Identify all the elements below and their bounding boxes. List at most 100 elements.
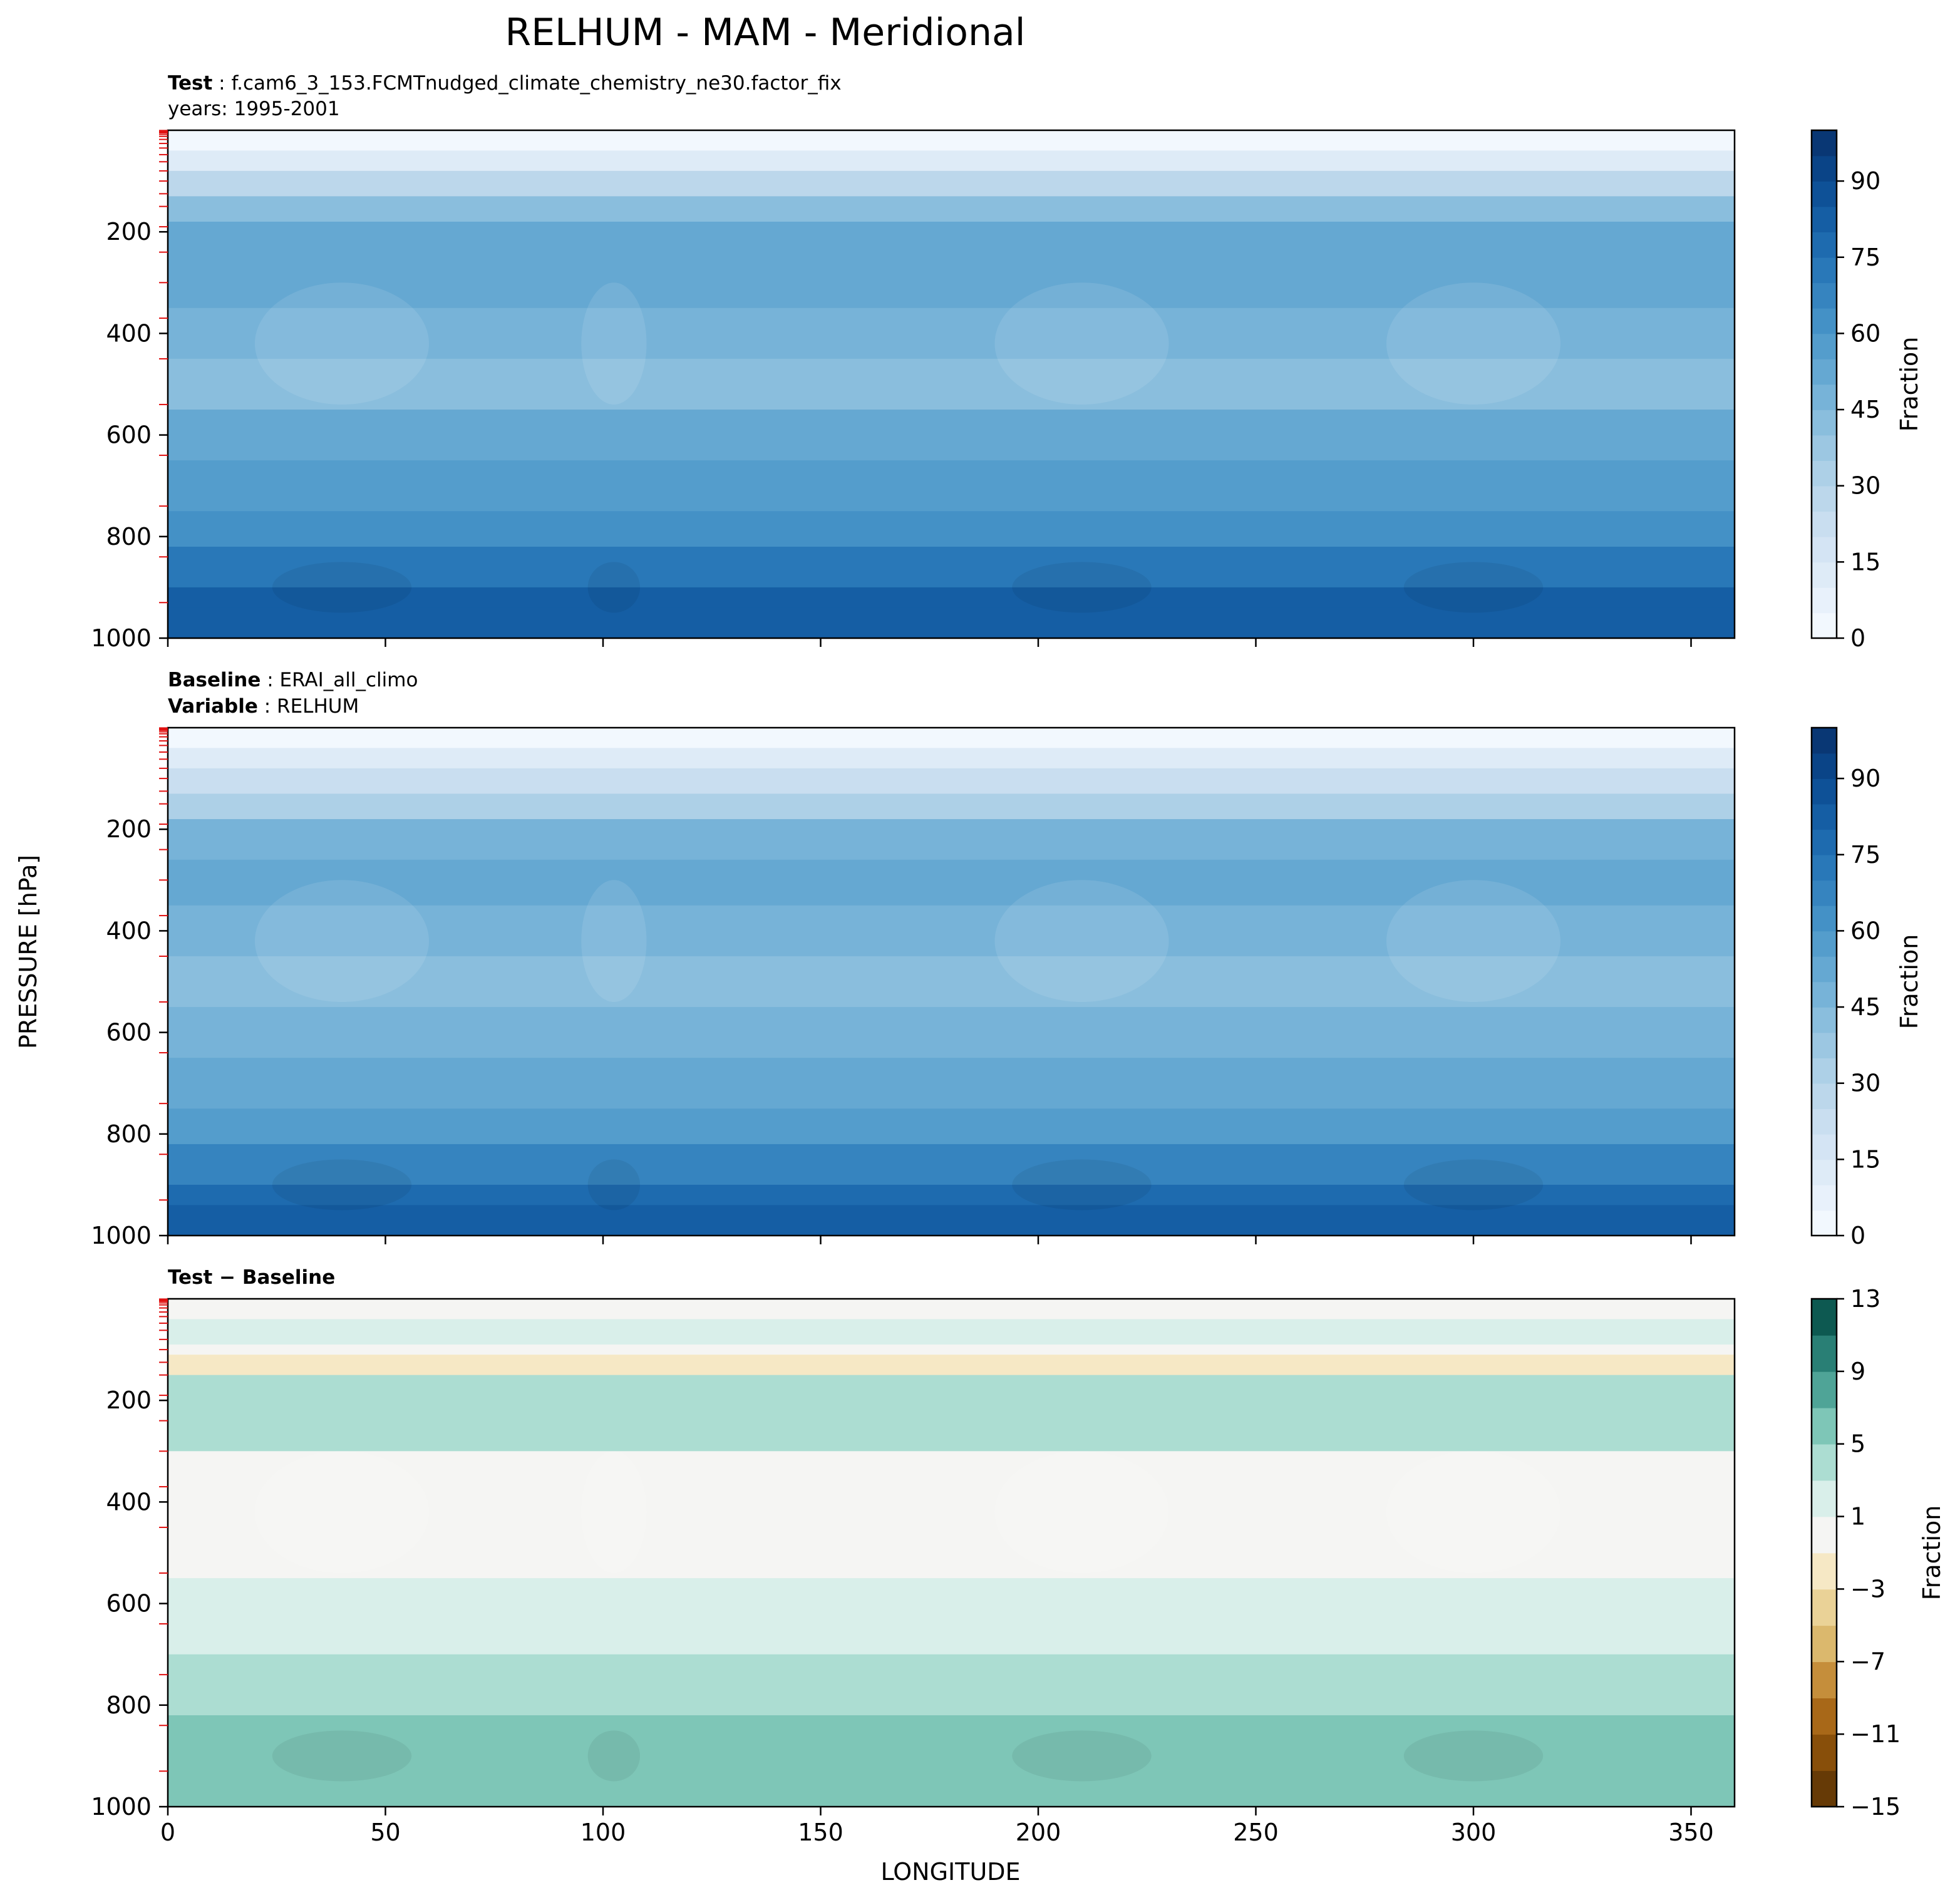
colorbar-level	[1812, 829, 1837, 855]
y-tick-label: 200	[106, 1386, 152, 1414]
colorbar: −15 −11 −7 −3 1 5 9 13 Fraction	[1810, 1285, 1946, 1820]
x-axis-label: LONGITUDE	[880, 1858, 1020, 1886]
contour-band	[168, 547, 1735, 588]
colorbar-level	[1812, 1734, 1837, 1771]
contour-band	[168, 1766, 1735, 1807]
figure-title: RELHUM - MAM - Meridional	[505, 11, 1026, 54]
contour-band	[168, 1205, 1735, 1236]
contour-band	[168, 358, 1735, 411]
variable-header-sep: :	[258, 695, 277, 718]
colorbar-level	[1812, 511, 1837, 537]
colorbar-level	[1812, 956, 1837, 983]
test-header-sep: :	[212, 72, 231, 95]
colorbar-frame	[1810, 1298, 1838, 1808]
panel-difference: 200 400 600 800 1000 0 50 100 150 200 250 300 350 −15…	[91, 1285, 1946, 1846]
colorbar-label: Fraction	[1896, 337, 1923, 432]
colorbar-level	[1812, 1770, 1837, 1807]
contour-band	[168, 410, 1735, 462]
contour-fill	[168, 130, 1735, 638]
colorbar-level	[1812, 1159, 1837, 1185]
contour-band	[168, 1184, 1735, 1206]
contour-region	[1403, 1730, 1544, 1782]
contour-band	[168, 607, 1735, 638]
colorbar-level	[1812, 1407, 1837, 1445]
contour-region	[255, 880, 429, 1002]
baseline-header-label: Baseline	[168, 669, 260, 691]
contour-band	[168, 460, 1735, 512]
colorbar-level	[1812, 905, 1837, 932]
contour-band	[168, 1355, 1735, 1376]
y-tick-label: 800	[106, 1691, 152, 1719]
colorbar-label: Fraction	[1918, 1505, 1946, 1601]
variable-name: RELHUM	[277, 695, 359, 718]
contour-band	[168, 748, 1735, 769]
colorbar-level	[1812, 1371, 1837, 1408]
colorbar: 0 15 30 45 60 75 90 Fraction	[1810, 129, 1923, 652]
contour-texture	[255, 880, 1560, 1211]
colorbar-level	[1812, 1032, 1837, 1058]
contour-band	[168, 768, 1735, 795]
y-tick-label: 200	[106, 218, 152, 245]
contour-band	[168, 196, 1735, 222]
contour-band	[168, 1344, 1735, 1356]
plot-frame	[167, 726, 1736, 1237]
y-tick-label: 800	[106, 523, 152, 550]
colorbar-level	[1812, 778, 1837, 805]
test-case-name: f.cam6_3_153.FCMTnudged_climate_chemistr…	[231, 72, 841, 95]
contour-region	[994, 1451, 1169, 1573]
contour-region	[581, 1451, 647, 1573]
contour-region	[1012, 562, 1152, 613]
y-tick-label: 400	[106, 917, 152, 944]
variable-header-label: Variable	[168, 695, 258, 718]
colorbar-level	[1812, 1299, 1837, 1336]
colorbar-level	[1812, 981, 1837, 1008]
colorbar-level	[1812, 1516, 1837, 1554]
baseline-name: ERAI_all_climo	[280, 669, 418, 691]
contour-band	[168, 262, 1735, 309]
x-tick-label: 50	[370, 1819, 400, 1846]
colorbar-tick-label: 75	[1850, 841, 1880, 869]
colorbar-tick-label: 90	[1850, 167, 1880, 195]
contour-band	[168, 1058, 1735, 1110]
variable-header: Variable : RELHUM	[168, 695, 359, 718]
colorbar-level	[1812, 1625, 1837, 1663]
plot-frame	[167, 1298, 1736, 1808]
test-header: Test : f.cam6_3_153.FCMTnudged_climate_c…	[168, 72, 842, 95]
colorbar-tick-label: 15	[1850, 1145, 1880, 1173]
colorbar-level	[1812, 1058, 1837, 1084]
colorbar-level	[1812, 460, 1837, 487]
colorbar-level	[1812, 728, 1837, 754]
colorbar-tick-label: 0	[1850, 624, 1865, 652]
colorbar-tick-label: 75	[1850, 244, 1880, 271]
contour-region	[994, 880, 1169, 1002]
y-tick-label: 600	[106, 1590, 152, 1618]
colorbar-level	[1812, 562, 1837, 588]
contour-band	[168, 1007, 1735, 1059]
contour-region	[255, 1451, 429, 1573]
x-tick-label: 150	[798, 1819, 843, 1846]
contour-band	[168, 170, 1735, 197]
colorbar-level	[1812, 435, 1837, 461]
colorbar-tick-label: −15	[1850, 1793, 1901, 1820]
colorbar-tick-label: 60	[1850, 319, 1880, 347]
colorbar-level	[1812, 384, 1837, 410]
y-tick-label: 1000	[91, 1222, 152, 1249]
contour-band	[168, 1299, 1735, 1320]
contour-region	[1012, 1159, 1152, 1211]
colorbar-tick-label: 15	[1850, 548, 1880, 576]
contour-band	[168, 1144, 1735, 1185]
colorbar-level	[1812, 1661, 1837, 1699]
contour-band	[168, 1502, 1735, 1579]
colorbar-label: Fraction	[1896, 934, 1923, 1030]
contour-band	[168, 1108, 1735, 1145]
contour-fill	[168, 1299, 1735, 1807]
y-tick-label: 400	[106, 319, 152, 347]
y-axis-label: PRESSURE [hPa]	[14, 855, 42, 1049]
colorbar-level	[1812, 485, 1837, 512]
contour-texture	[255, 1451, 1560, 1782]
colorbar-level	[1812, 1480, 1837, 1517]
contour-region	[587, 562, 641, 613]
colorbar-level	[1812, 307, 1837, 334]
test-header-label: Test	[168, 72, 213, 95]
colorbar-tick-label: 45	[1850, 396, 1880, 423]
